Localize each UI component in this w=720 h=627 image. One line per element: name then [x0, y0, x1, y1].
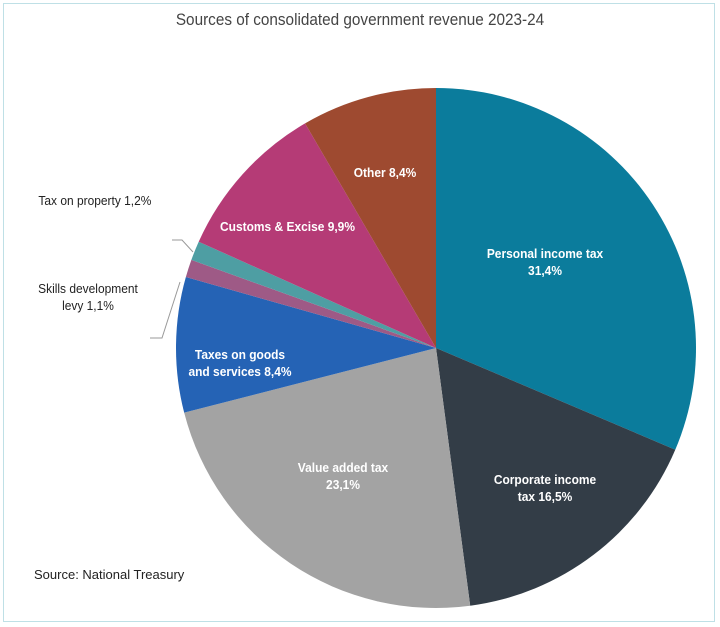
label-personal-income-tax: Personal income tax 31,4% — [476, 245, 614, 279]
label-corporate-income-tax: Corporate income tax 16,5% — [476, 471, 614, 505]
pie-slice-value-added-tax — [184, 348, 471, 608]
label-text: Value added tax — [297, 460, 389, 475]
pie-slice-other — [305, 88, 436, 348]
label-other: Other 8,4% — [353, 165, 417, 180]
label-tax-on-property: Tax on property 1,2% — [38, 193, 152, 208]
label-customs-excise: Customs & Excise 9,9% — [220, 219, 355, 234]
label-value-added-tax: Value added tax 23,1% — [274, 459, 412, 493]
label-text: Skills development — [38, 281, 138, 296]
label-taxes-on-goods: Taxes on goods and services 8,4% — [171, 346, 309, 380]
pie-slice-skills-development-levy — [185, 259, 436, 348]
label-value: and services 8,4% — [188, 364, 292, 379]
pie-slice-customs-excise — [198, 123, 436, 348]
label-skills-development-levy: Skills development levy 1,1% — [24, 280, 153, 314]
label-text: Corporate income — [493, 472, 597, 487]
label-value: tax 16,5% — [517, 489, 573, 504]
chart-title: Sources of consolidated government reven… — [175, 10, 545, 29]
label-value: 31,4% — [528, 263, 562, 278]
pie-slice-tax-on-property — [191, 241, 436, 348]
leader-line-property — [172, 239, 194, 253]
pie-slice-personal-income-tax — [436, 88, 697, 450]
label-text: Personal income tax — [486, 246, 604, 261]
chart-frame — [3, 3, 715, 622]
label-value: levy 1,1% — [62, 298, 114, 313]
label-text: Taxes on goods — [194, 347, 286, 362]
pie-slice-taxes-on-goods-and-services — [175, 277, 436, 413]
label-value: 23,1% — [326, 477, 360, 492]
source-note: Source: National Treasury — [34, 567, 185, 582]
leader-line-skills — [150, 281, 181, 339]
pie-slice-corporate-income-tax — [436, 348, 676, 606]
